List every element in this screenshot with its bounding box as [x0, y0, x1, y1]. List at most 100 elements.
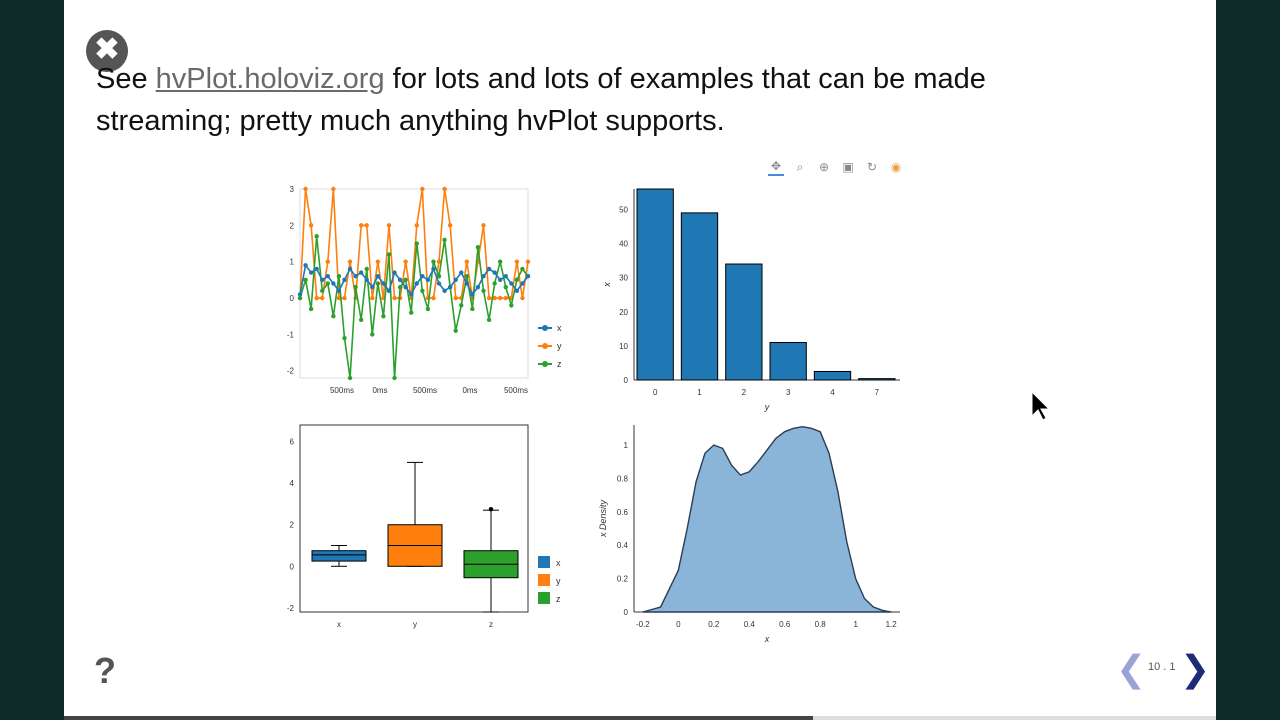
legend-label: x	[557, 323, 562, 333]
data-point-x	[386, 288, 392, 293]
data-point-x	[409, 292, 414, 297]
legend-label: z	[557, 359, 562, 369]
legend-marker-x	[542, 325, 548, 331]
data-point-z	[425, 306, 431, 312]
data-point-x	[470, 292, 475, 297]
data-point-z	[353, 284, 358, 290]
data-point-z	[381, 314, 386, 319]
y-tick-label: 1	[290, 258, 295, 267]
data-point-z	[431, 259, 436, 264]
data-point-x	[492, 270, 497, 275]
x-tick-label: 0.8	[815, 620, 827, 629]
data-point-x	[520, 281, 525, 286]
bokeh-toolbar: ✥ ⌕ ⊕ ▣ ↻ ◉	[768, 158, 904, 176]
data-point-z	[470, 306, 475, 312]
data-point-y	[331, 186, 336, 192]
data-point-z	[464, 274, 470, 279]
data-point-y	[453, 295, 458, 301]
hvplot-link[interactable]: hvPlot.holoviz.org	[155, 63, 385, 95]
help-icon[interactable]: ?	[94, 650, 116, 691]
data-point-z	[459, 303, 464, 308]
data-point-z	[308, 306, 314, 312]
data-point-x	[447, 284, 453, 290]
density-area	[642, 425, 892, 613]
data-point-x	[436, 281, 442, 286]
data-point-z	[420, 288, 425, 293]
data-point-z	[342, 335, 347, 341]
data-point-x	[342, 277, 347, 283]
legend-swatch-x	[538, 556, 550, 568]
data-point-y	[358, 223, 364, 228]
data-point-y	[414, 223, 419, 228]
data-point-z	[520, 266, 525, 272]
data-point-y	[447, 223, 453, 228]
y-tick-label: -2	[287, 604, 295, 613]
data-point-x	[481, 274, 486, 279]
data-point-y	[386, 223, 392, 228]
x-tick-label: 1	[853, 620, 858, 629]
data-point-x	[464, 281, 470, 286]
save-icon[interactable]: ▣	[842, 160, 854, 174]
data-point-y	[308, 223, 314, 228]
data-point-y	[320, 295, 325, 301]
data-point-y	[497, 295, 503, 301]
progress-bar	[64, 716, 1216, 720]
legend-label: y	[556, 576, 561, 586]
data-point-z	[486, 317, 492, 323]
bar	[725, 263, 763, 381]
data-point-y	[392, 295, 397, 301]
data-point-z	[303, 277, 308, 283]
next-slide-button[interactable]: ❯	[1180, 648, 1211, 689]
data-point-z	[403, 277, 408, 283]
prev-slide-button[interactable]: ❮	[1116, 648, 1147, 689]
data-point-x	[420, 274, 425, 279]
y-tick-label: 20	[619, 308, 628, 317]
headline-prefix: See	[96, 63, 156, 95]
wheel-zoom-icon[interactable]: ⊕	[818, 160, 830, 174]
y-tick-label: 0	[624, 608, 629, 617]
reset-icon[interactable]: ↻	[866, 160, 878, 174]
pan-icon[interactable]: ✥	[768, 158, 784, 176]
data-point-x	[370, 284, 375, 290]
x-tick-label: 500ms	[330, 386, 354, 395]
y-tick-label: 30	[619, 274, 628, 283]
data-point-x	[431, 266, 436, 272]
data-point-z	[297, 295, 303, 301]
data-point-x	[297, 292, 303, 297]
data-point-x	[397, 277, 403, 283]
close-button[interactable]: ✖	[86, 30, 128, 72]
data-point-y	[403, 259, 408, 264]
data-point-x	[392, 270, 397, 275]
series-line-z	[299, 236, 529, 379]
y-tick-label: -1	[287, 330, 295, 339]
x-tick-label: 500ms	[413, 386, 437, 395]
data-point-y	[481, 223, 486, 228]
data-point-z	[386, 252, 392, 257]
data-point-z	[325, 281, 331, 286]
y-tick-label: 4	[290, 479, 295, 488]
data-point-z	[497, 259, 503, 264]
data-point-x	[442, 288, 447, 293]
slide-headline: See hvPlot.holoviz.org for lots and lots…	[96, 58, 1096, 142]
x-tick-label: 0ms	[462, 386, 477, 395]
data-point-y	[420, 186, 425, 192]
x-tick-label: z	[489, 620, 493, 629]
data-point-y	[364, 223, 369, 228]
y-tick-label: 0.4	[617, 541, 629, 550]
data-point-x	[325, 274, 331, 279]
data-point-y	[525, 259, 531, 264]
headline-rest: for lots and lots of examples that can b…	[96, 63, 986, 137]
data-point-y	[464, 259, 470, 264]
box-zoom-icon[interactable]: ⌕	[796, 160, 804, 174]
x-tick-label: 0.2	[708, 620, 720, 629]
bokeh-logo-icon[interactable]: ◉	[890, 160, 902, 174]
legend-swatch-z	[538, 592, 550, 604]
data-point-y	[325, 259, 331, 264]
data-point-z	[514, 277, 520, 283]
data-point-z	[392, 375, 397, 381]
data-point-x	[503, 274, 508, 279]
data-point-x	[453, 277, 458, 283]
mouse-cursor-icon	[1031, 390, 1051, 421]
data-point-y	[370, 295, 375, 301]
